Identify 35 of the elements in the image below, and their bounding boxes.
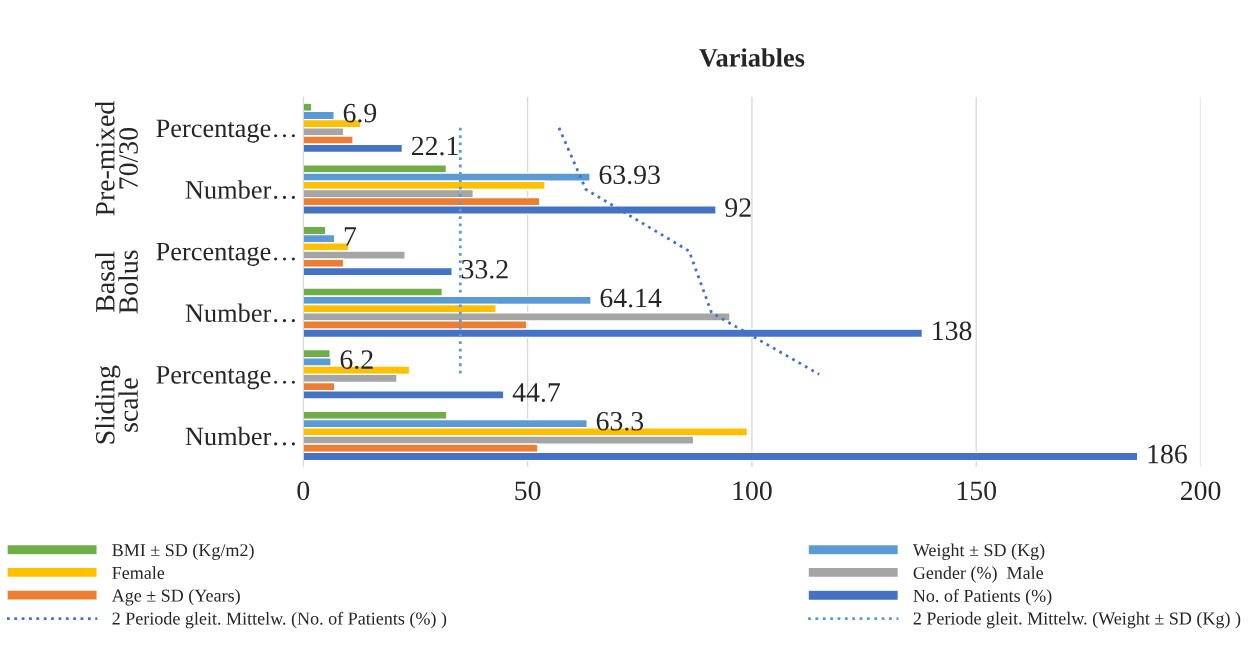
- x-tick-label: 200: [1180, 481, 1221, 501]
- data-label: 6.2: [340, 350, 373, 370]
- data-label: 44.7: [512, 383, 560, 402]
- data-label: 63.3: [596, 411, 644, 431]
- y-tick-label: Percentage…: [156, 242, 295, 266]
- x-tick-label: 50: [515, 481, 541, 501]
- x-tick-label: 0: [297, 481, 310, 501]
- legend-label: No. of Patients (%): [913, 589, 1052, 606]
- y-tick-label: Number…: [185, 180, 295, 199]
- text: Basal Bolus: [95, 250, 138, 314]
- legend-label: 2 Periode gleit. Mittelw. (Weight ± SD (Kg) ): [913, 611, 1241, 629]
- legend-label: BMI ± SD (Kg/m2): [112, 543, 254, 560]
- legend-label: Weight ± SD (Kg): [912, 543, 1045, 560]
- data-label: 186: [1148, 444, 1187, 464]
- chart-title: Variables: [699, 48, 805, 67]
- data-label: 92: [725, 198, 751, 217]
- x-tick-label: 150: [957, 481, 997, 501]
- legend-label: Female: [112, 566, 165, 580]
- data-label: 64.14: [600, 288, 662, 308]
- y-tick-label: Number…: [185, 303, 295, 323]
- data-label: 138: [933, 321, 972, 341]
- data-label: 33.2: [461, 259, 508, 279]
- y-tick-label: Number…: [185, 426, 295, 446]
- legend-label: Gender (%) Male: [913, 566, 1044, 583]
- y-tick-label: Percentage…: [156, 366, 295, 390]
- data-label: 22.1: [411, 136, 458, 156]
- x-tick-label: 100: [733, 481, 772, 501]
- y-tick-label: Percentage…: [156, 119, 295, 143]
- data-label: 63.93: [599, 165, 660, 185]
- data-label: 7: [344, 227, 357, 246]
- text: Sliding scale: [95, 365, 138, 444]
- legend-label: Age ± SD (Years): [111, 589, 240, 606]
- text: Pre-mixed 70/30: [95, 101, 138, 216]
- legend-label: 2 Periode gleit. Mittelw. (No. of Patients (%) ): [112, 611, 447, 629]
- data-label: 6.9: [343, 103, 377, 123]
